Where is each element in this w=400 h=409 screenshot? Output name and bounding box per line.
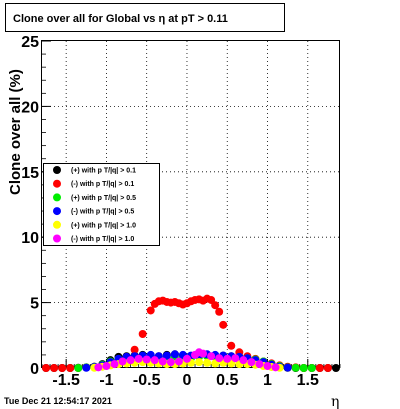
legend-label: (+) with p T/|q| > 0.1 xyxy=(71,168,136,175)
tick-layer: -1.5 -1 -0.5 0 0.5 1 1.5 0 5 10 15 20 25 xyxy=(21,34,341,389)
legend-frame xyxy=(43,163,160,246)
data-point xyxy=(66,364,75,372)
data-point xyxy=(102,362,111,371)
data-point xyxy=(42,364,51,372)
x-tick-label: -1 xyxy=(99,372,113,389)
data-point xyxy=(182,354,191,363)
plot-frame xyxy=(41,40,340,368)
data-point xyxy=(146,306,155,315)
data-point xyxy=(118,357,127,366)
data-point xyxy=(307,364,316,372)
legend-label: (-) with p T/|q| > 1.0 xyxy=(71,236,134,243)
data-point xyxy=(74,364,83,372)
title-frame xyxy=(5,3,285,32)
legend-marker xyxy=(53,166,61,174)
data-point xyxy=(158,357,167,366)
data-point xyxy=(299,364,308,372)
legend-marker xyxy=(53,207,61,216)
data-point xyxy=(94,363,103,372)
legend-marker xyxy=(53,220,61,229)
data-point xyxy=(223,354,232,363)
data-point xyxy=(227,341,236,350)
data-point xyxy=(134,354,143,363)
data-point xyxy=(162,351,171,360)
data-point xyxy=(207,352,216,361)
legend-marker xyxy=(53,179,61,188)
data-point xyxy=(110,360,119,369)
data-point xyxy=(203,358,212,367)
data-point xyxy=(255,360,264,369)
data-point xyxy=(150,356,159,365)
data-point xyxy=(211,301,220,310)
timestamp: Tue Dec 21 12:54:17 2021 xyxy=(4,396,112,406)
data-point xyxy=(82,363,91,372)
data-point xyxy=(166,358,175,367)
data-point xyxy=(291,363,300,372)
x-axis-label: η xyxy=(331,394,339,409)
x-tick-label: 0.5 xyxy=(216,372,238,389)
data-point xyxy=(199,349,208,358)
y-tick-label: 20 xyxy=(21,99,39,116)
data-point xyxy=(283,363,292,372)
title-box: Clone over all for Global vs η at pT > 0… xyxy=(5,3,285,32)
data-point xyxy=(231,354,240,363)
data-point xyxy=(271,363,280,372)
y-tick-label: 15 xyxy=(21,165,39,182)
data-point xyxy=(126,356,135,365)
x-tick-label: -0.5 xyxy=(133,372,161,389)
data-point xyxy=(315,364,324,372)
data-point xyxy=(138,329,147,338)
data-point xyxy=(170,350,179,359)
data-point xyxy=(219,320,228,329)
data-point xyxy=(263,362,272,371)
data-point xyxy=(195,358,204,367)
legend-label: (+) with p T/|q| > 1.0 xyxy=(71,222,136,229)
x-tick-label: -1.5 xyxy=(52,372,80,389)
legend-label: (-) with p T/|q| > 0.5 xyxy=(71,209,134,216)
x-tick-label: 1 xyxy=(263,372,272,389)
data-point xyxy=(215,307,224,316)
y-tick-label: 5 xyxy=(30,296,39,313)
y-axis-label: Clone over all (%) xyxy=(7,69,24,195)
data-point xyxy=(247,358,256,367)
legend: (+) with p T/|q| > 0.1 (-) with p T/|q| >… xyxy=(43,163,160,246)
chart-title: Clone over all for Global vs η at pT > 0… xyxy=(13,13,228,25)
x-tick-label: 0 xyxy=(183,372,192,389)
series-layer xyxy=(42,294,340,372)
legend-marker xyxy=(53,193,61,202)
legend-marker xyxy=(53,234,61,243)
data-point xyxy=(323,364,332,372)
y-tick-label: 0 xyxy=(30,361,39,378)
y-tick-label: 25 xyxy=(21,34,39,51)
data-point xyxy=(50,364,59,372)
data-point xyxy=(239,356,248,365)
x-tick-label: 1.5 xyxy=(297,372,319,389)
data-point xyxy=(174,357,183,366)
plot-area: -1.5 -1 -0.5 0 0.5 1 1.5 0 5 10 15 20 25 xyxy=(21,34,341,389)
data-point xyxy=(58,364,67,372)
data-point xyxy=(215,354,224,363)
y-tick-label: 10 xyxy=(21,230,39,247)
legend-entries: (+) with p T/|q| > 0.1 (-) with p T/|q| >… xyxy=(53,166,136,243)
data-point xyxy=(130,345,139,354)
legend-label: (+) with p T/|q| > 0.5 xyxy=(71,195,136,202)
data-point xyxy=(142,355,151,364)
data-point xyxy=(331,364,340,372)
legend-label: (-) with p T/|q| > 0.1 xyxy=(71,181,134,188)
series-6 xyxy=(94,348,280,372)
